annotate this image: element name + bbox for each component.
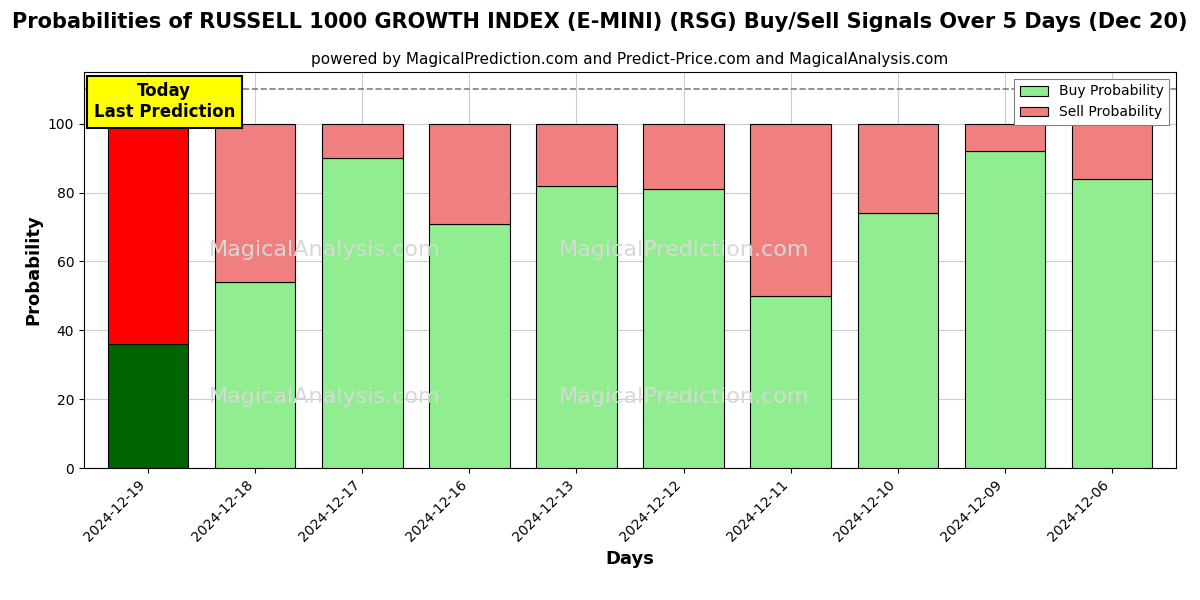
Text: MagicalPrediction.com: MagicalPrediction.com — [559, 240, 810, 260]
Bar — [750, 124, 830, 296]
Bar — [858, 213, 937, 468]
Bar — [323, 124, 402, 158]
Bar — [965, 151, 1045, 468]
Bar — [215, 124, 295, 282]
Y-axis label: Probability: Probability — [24, 215, 42, 325]
Bar — [965, 124, 1045, 151]
Bar — [1072, 124, 1152, 179]
Bar — [215, 282, 295, 468]
Legend: Buy Probability, Sell Probability: Buy Probability, Sell Probability — [1014, 79, 1169, 125]
Bar — [108, 344, 188, 468]
X-axis label: Days: Days — [606, 550, 654, 568]
Bar — [430, 124, 510, 224]
Text: MagicalPrediction.com: MagicalPrediction.com — [559, 387, 810, 407]
Bar — [643, 189, 724, 468]
Bar — [108, 124, 188, 344]
Text: Today
Last Prediction: Today Last Prediction — [94, 82, 235, 121]
Text: MagicalAnalysis.com: MagicalAnalysis.com — [209, 240, 440, 260]
Bar — [430, 224, 510, 468]
Bar — [323, 158, 402, 468]
Bar — [1072, 179, 1152, 468]
Title: powered by MagicalPrediction.com and Predict-Price.com and MagicalAnalysis.com: powered by MagicalPrediction.com and Pre… — [311, 52, 949, 67]
Bar — [643, 124, 724, 189]
Text: Probabilities of RUSSELL 1000 GROWTH INDEX (E-MINI) (RSG) Buy/Sell Signals Over : Probabilities of RUSSELL 1000 GROWTH IND… — [12, 12, 1188, 32]
Text: MagicalAnalysis.com: MagicalAnalysis.com — [209, 387, 440, 407]
Bar — [750, 296, 830, 468]
Bar — [858, 124, 937, 213]
Bar — [536, 185, 617, 468]
Bar — [536, 124, 617, 185]
